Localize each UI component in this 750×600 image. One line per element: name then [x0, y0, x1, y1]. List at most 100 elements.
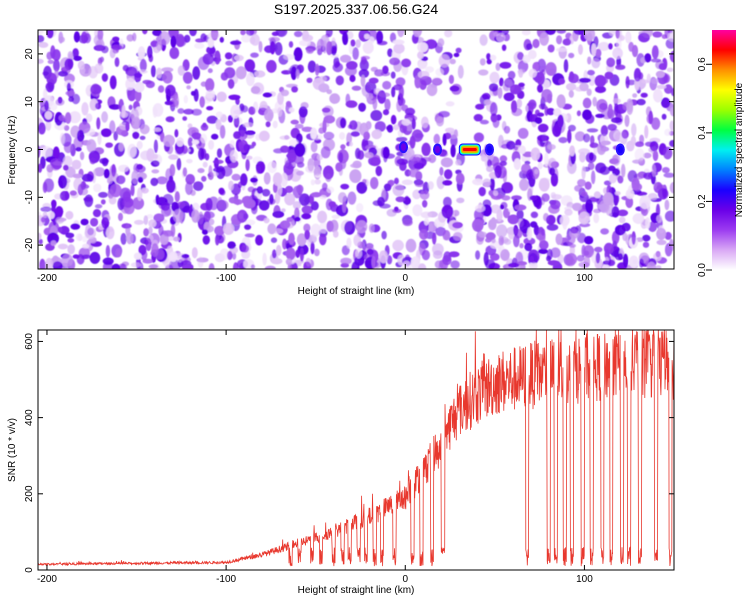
heatmap-cell [69, 190, 77, 196]
heatmap-cell [107, 189, 114, 199]
figure-title: S197.2025.337.06.56.G24 [274, 1, 438, 17]
heatmap-cell [370, 156, 381, 166]
heatmap-cell [589, 142, 599, 149]
heatmap-cell [161, 67, 174, 73]
heatmap-cell [228, 115, 233, 123]
heatmap-cell [67, 244, 75, 255]
heatmap-cell [322, 119, 327, 133]
heatmap-cell [623, 253, 629, 268]
heatmap-cell [519, 178, 529, 191]
heatmap-cell [93, 44, 106, 52]
heatmap-cell [662, 167, 670, 174]
heatmap-cell [537, 134, 549, 142]
heatmap-cell [229, 139, 235, 148]
heatmap-cell [241, 249, 251, 259]
heatmap-cell [206, 115, 218, 124]
heatmap-cell [433, 133, 441, 145]
heatmap-cell [202, 229, 208, 235]
heatmap-cell [374, 121, 386, 132]
heatmap-cell [648, 110, 653, 125]
heatmap-cell [77, 234, 83, 241]
heatmap-cell [643, 172, 655, 180]
heatmap-cell [128, 104, 133, 111]
heatmap-cell [274, 42, 283, 56]
heatmap-cell [635, 141, 644, 147]
heatmap-cell [630, 136, 637, 146]
heatmap-cell [240, 173, 248, 186]
heatmap-cell [593, 213, 600, 224]
heatmap-cell [519, 243, 524, 249]
heatmap-cell [168, 30, 179, 39]
heatmap-cell [109, 120, 116, 134]
heatmap-cell [241, 244, 250, 253]
heatmap-cell [208, 263, 215, 269]
heatmap-cell [215, 119, 222, 131]
heatmap-cell [169, 259, 181, 269]
heatmap-cell [347, 191, 357, 205]
heatmap-cell [472, 178, 484, 186]
heatmap-cell [340, 257, 352, 265]
heatmap-cell [160, 202, 171, 211]
heatmap-cell [445, 101, 455, 107]
heatmap-cell [372, 200, 383, 207]
heatmap-cell [75, 147, 82, 152]
heatmap-cell [166, 179, 176, 193]
heatmap-cell [582, 97, 592, 109]
heatmap-cell [272, 120, 278, 129]
heatmap-cell [528, 99, 537, 110]
heatmap-cell [568, 52, 575, 59]
heatmap-cell [230, 40, 242, 45]
heatmap-cell [183, 95, 188, 104]
heatmap-cell [65, 232, 75, 239]
heatmap-cell [119, 187, 132, 200]
heatmap-cell [241, 34, 252, 43]
heatmap-cell [57, 96, 63, 104]
heatmap-cell [152, 30, 162, 37]
heatmap-cell [42, 181, 48, 194]
heatmap-cell [486, 58, 492, 65]
heatmap-cell [318, 76, 327, 82]
heatmap-cell [228, 197, 238, 204]
heatmap-cell [437, 38, 445, 47]
heatmap-cell [386, 255, 393, 265]
heatmap-cell [546, 224, 559, 231]
heatmap-cell [125, 77, 136, 91]
heatmap-cell [524, 242, 533, 252]
heatmap-cell [250, 264, 255, 269]
heatmap-cell [503, 238, 512, 245]
heatmap-cell [568, 124, 576, 132]
heatmap-cell [50, 158, 62, 167]
heatmap-cell [143, 215, 149, 226]
heatmap-cell [475, 103, 485, 110]
heatmap-cell [98, 191, 108, 198]
heatmap-cell [349, 169, 362, 184]
heatmap-cell [280, 145, 290, 153]
heatmap-cell [72, 48, 79, 58]
heatmap-cell [83, 196, 93, 202]
heatmap-cell [490, 217, 497, 230]
heatmap-cell [90, 217, 99, 227]
heatmap-cell [250, 52, 259, 58]
heatmap-cell [349, 74, 356, 83]
heatmap-cell [76, 129, 85, 142]
heatmap-cell [215, 234, 220, 246]
heatmap-cell [516, 261, 527, 266]
heatmap-cell [650, 58, 662, 63]
heatmap-cell [360, 56, 367, 65]
heatmap-cell [251, 141, 256, 147]
colorbar-tick-label: 0.2 [697, 194, 708, 208]
heatmap-cell [370, 110, 383, 121]
colorbar-tick-label: 0.6 [697, 57, 708, 71]
heatmap-cell [358, 102, 366, 112]
heatmap-cell [131, 170, 139, 185]
heatmap-cell [94, 63, 104, 74]
heatmap-cell [296, 233, 307, 247]
heatmap-cell [656, 214, 663, 223]
heatmap-cell [156, 176, 168, 185]
heatmap-cell [503, 125, 511, 134]
heatmap-cell [272, 249, 277, 259]
heatmap-cell [132, 197, 145, 210]
heatmap-cell [105, 245, 111, 258]
heatmap-cell [586, 128, 599, 133]
heatmap-cell [644, 125, 649, 139]
